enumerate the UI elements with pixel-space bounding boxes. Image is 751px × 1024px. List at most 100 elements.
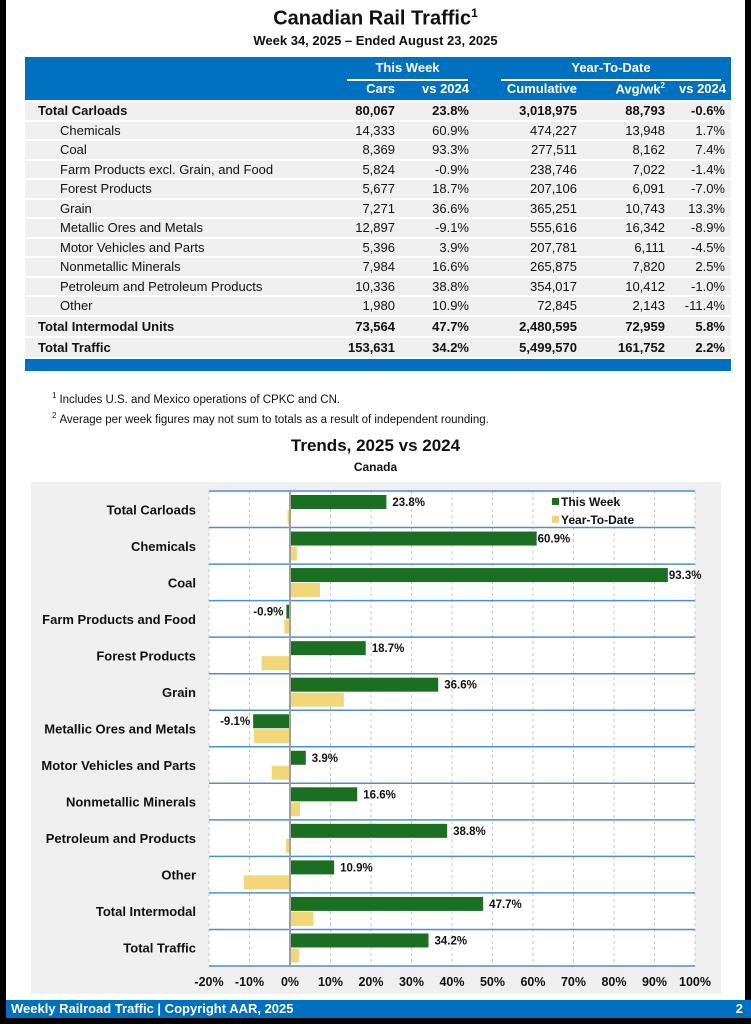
cell-cars: 1,980 <box>325 297 395 315</box>
cell-ytd-vs-2024: -0.6% <box>665 102 731 120</box>
group-header-this-week: This Week <box>347 60 468 81</box>
data-label: 34.2% <box>435 935 468 947</box>
cell-cars: 12,897 <box>325 219 395 237</box>
cell-avg-wk: 2,143 <box>577 297 665 315</box>
group-underline <box>347 79 468 81</box>
cell-cumulative: 474,227 <box>469 121 577 139</box>
cell-vs-2024: 34.2% <box>395 337 469 357</box>
x-tick-label: 90% <box>642 975 667 989</box>
cell-cars: 5,677 <box>325 180 395 198</box>
x-tick-label: 70% <box>561 975 586 989</box>
ytd-bar <box>243 875 290 890</box>
traffic-table: This Week Year-To-Date Cars vs 2024 Cumu… <box>25 57 731 371</box>
group-label: Year-To-Date <box>571 60 651 75</box>
title-footnote-marker: 1 <box>471 6 478 20</box>
cell-cumulative: 238,746 <box>469 160 577 178</box>
footnote-marker: 1 <box>52 391 57 400</box>
report-page: Canadian Rail Traffic1 Week 34, 2025 – E… <box>6 0 751 1018</box>
x-tick-label: 60% <box>520 975 545 989</box>
cell-avg-wk: 72,959 <box>577 316 665 336</box>
cell-ytd-vs-2024: 1.7% <box>665 121 731 139</box>
footnote-text: Average per week figures may not sum to … <box>59 413 489 426</box>
row-name: Farm Products excl. Grain, and Food <box>25 160 325 178</box>
data-label: -9.1% <box>220 716 250 728</box>
row-name: Coal <box>25 141 325 159</box>
ytd-bar <box>284 619 290 634</box>
cell-cars: 5,824 <box>325 160 395 178</box>
data-label: 3.9% <box>312 753 338 765</box>
table-row: Nonmetallic Minerals 7,984 16.6% 265,875 7,8… <box>25 258 731 276</box>
row-name: Metallic Ores and Metals <box>25 219 325 237</box>
table-row: Petroleum and Petroleum Products 10,336 38… <box>25 277 731 295</box>
data-label: -0.9% <box>253 607 283 619</box>
cell-ytd-vs-2024: -7.0% <box>665 180 731 198</box>
table-footer-bar <box>25 358 731 371</box>
x-tick-label: 10% <box>318 975 343 989</box>
cell-cumulative: 3,018,975 <box>469 102 577 120</box>
this-week-bar <box>286 604 290 619</box>
data-label: 10.9% <box>340 862 373 874</box>
cell-avg-wk: 7,022 <box>577 160 665 178</box>
this-week-bar <box>290 495 387 509</box>
table-header: This Week Year-To-Date Cars vs 2024 Cumu… <box>25 57 731 100</box>
table-row: Metallic Ores and Metals 12,897 -9.1% 555,6… <box>25 219 731 237</box>
category-label: Chemicals <box>131 539 196 554</box>
this-week-bar <box>290 823 448 838</box>
table-row: Farm Products excl. Grain, and Food 5,824… <box>25 160 731 178</box>
cell-cumulative: 72,845 <box>469 297 577 315</box>
cell-avg-wk: 6,111 <box>577 238 665 256</box>
cell-avg-wk: 6,091 <box>577 180 665 198</box>
col-header-vs-2024: vs 2024 <box>422 81 469 96</box>
cell-ytd-vs-2024: -11.4% <box>665 297 731 315</box>
x-tick-label: -10% <box>235 975 264 989</box>
footnote-text: Includes U.S. and Mexico operations of C… <box>59 393 341 406</box>
footnotes: 1 Includes U.S. and Mexico operations of … <box>52 388 489 428</box>
row-name: Nonmetallic Minerals <box>25 258 325 276</box>
ytd-bar <box>290 802 301 817</box>
table-row: Forest Products 5,677 18.7% 207,106 6,091 -7.… <box>25 180 731 198</box>
category-label: Total Carloads <box>107 502 196 517</box>
x-tick-label: 40% <box>439 975 464 989</box>
table-row: Grain 7,271 36.6% 365,251 10,743 13.3% <box>25 199 731 217</box>
cell-vs-2024: 16.6% <box>395 258 469 276</box>
category-label: Nonmetallic Minerals <box>66 795 196 810</box>
row-name: Total Traffic <box>25 337 325 357</box>
category-label: Metallic Ores and Metals <box>44 722 196 737</box>
cell-cars: 7,271 <box>325 199 395 217</box>
x-tick-label: 80% <box>601 975 626 989</box>
row-name: Motor Vehicles and Parts <box>25 238 325 256</box>
col-header-avg-wk: Avg/wk2 <box>585 81 665 96</box>
avg-label: Avg/wk <box>615 81 661 97</box>
cell-cars: 8,369 <box>325 141 395 159</box>
cell-vs-2024: -9.1% <box>395 219 469 237</box>
x-tick-label: 30% <box>399 975 424 989</box>
ytd-bar <box>290 948 299 963</box>
category-label: Petroleum and Products <box>46 831 196 846</box>
legend-label-this-week: This Week <box>561 495 620 509</box>
cell-cars: 10,336 <box>325 277 395 295</box>
ytd-bar <box>290 583 320 598</box>
cell-cars: 14,333 <box>325 121 395 139</box>
cell-vs-2024: 93.3% <box>395 141 469 159</box>
legend-label-ytd: Year-To-Date <box>561 513 634 527</box>
cell-ytd-vs-2024: -1.4% <box>665 160 731 178</box>
category-label: Forest Products <box>96 648 196 663</box>
page-number: 2 <box>735 1001 743 1016</box>
cell-cumulative: 207,781 <box>469 238 577 256</box>
this-week-bar <box>290 677 439 692</box>
cell-ytd-vs-2024: 13.3% <box>665 199 731 217</box>
category-label: Coal <box>168 575 196 590</box>
this-week-bar <box>253 714 290 729</box>
group-header-ytd: Year-To-Date <box>501 60 721 81</box>
chart-title: Trends, 2025 vs 2024 <box>290 436 461 455</box>
table-row: Coal 8,369 93.3% 277,511 8,162 7.4% <box>25 141 731 159</box>
this-week-bar <box>290 568 668 583</box>
x-tick-label: -20% <box>194 975 223 989</box>
cell-vs-2024: 18.7% <box>395 180 469 198</box>
cell-avg-wk: 10,412 <box>577 277 665 295</box>
cell-ytd-vs-2024: 2.2% <box>665 337 731 357</box>
row-name: Petroleum and Petroleum Products <box>25 277 325 295</box>
footnote-marker: 2 <box>52 410 57 420</box>
cell-avg-wk: 88,793 <box>577 102 665 120</box>
ytd-bar <box>271 765 290 780</box>
